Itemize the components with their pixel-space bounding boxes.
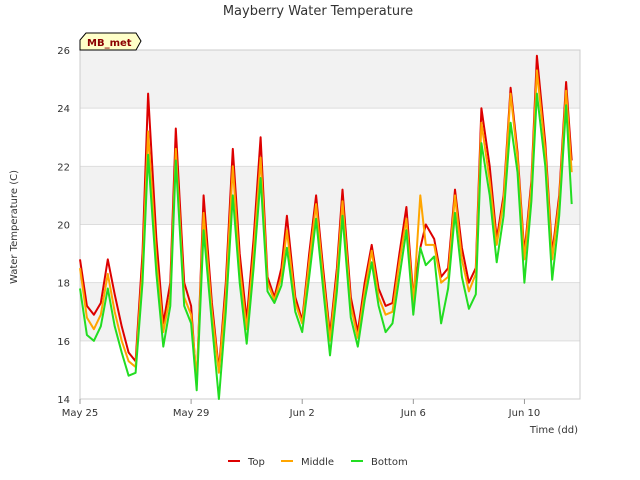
legend: Top Middle Bottom [228, 457, 408, 468]
legend-label-bottom: Bottom [371, 457, 408, 468]
y-axis-label: Water Temperature (C) [9, 170, 20, 284]
y-tick-label: 14 [57, 395, 70, 406]
x-tick-label: Jun 2 [289, 408, 315, 419]
plot-frame [79, 49, 581, 400]
x-axis-label: Time (dd) [529, 425, 578, 436]
site-badge: MB_met [79, 32, 142, 51]
x-tick-label: May 25 [62, 408, 99, 419]
y-tick-label: 18 [57, 279, 70, 290]
plot-background [80, 50, 580, 399]
series-line-middle [79, 69, 573, 380]
background-band [80, 50, 580, 109]
x-tick-label: Jun 6 [400, 408, 426, 419]
series-layer [79, 54, 573, 400]
x-tick-label: Jun 10 [508, 408, 541, 419]
legend-label-top: Top [247, 457, 265, 468]
series-line-bottom [79, 92, 573, 400]
x-tick-label: May 29 [173, 408, 210, 419]
chart-title: Mayberry Water Temperature [223, 4, 413, 19]
site-badge-label: MB_met [87, 38, 132, 49]
y-tick-label: 16 [57, 337, 70, 348]
y-tick-label: 24 [57, 104, 70, 115]
site-badge-shape [79, 32, 142, 51]
legend-label-middle: Middle [301, 457, 334, 468]
y-tick-label: 26 [57, 46, 70, 57]
x-axis: May 25 May 29 Jun 2 Jun 6 Jun 10 [62, 399, 540, 419]
y-tick-label: 20 [57, 221, 70, 232]
background-band [80, 108, 580, 167]
y-axis: 14 16 18 20 22 24 26 [57, 46, 70, 406]
background-band [80, 166, 580, 225]
y-tick-label: 22 [57, 162, 70, 173]
